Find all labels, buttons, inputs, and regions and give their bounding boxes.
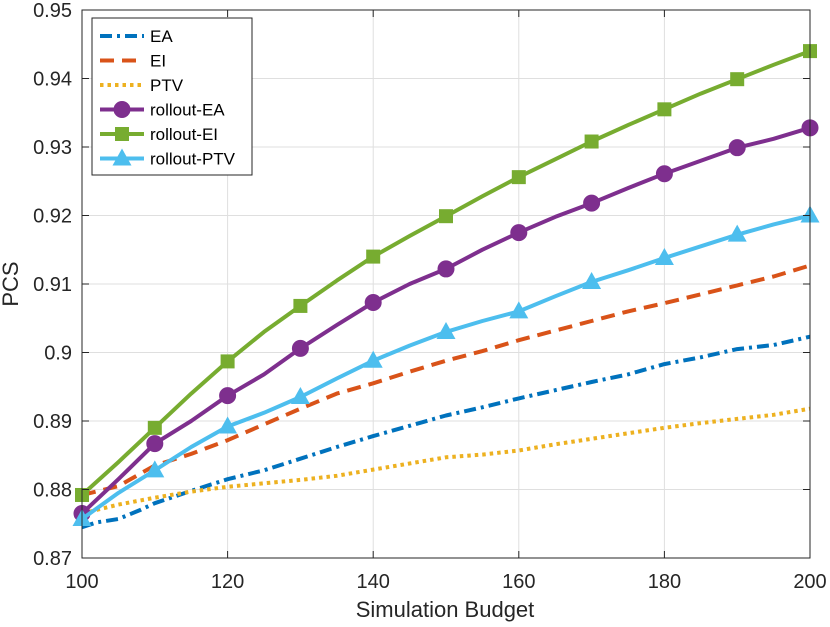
legend-entry-rollout-EA: rollout-EA — [100, 101, 225, 120]
x-tick-label: 120 — [211, 571, 244, 593]
y-tick-label: 0.88 — [33, 480, 72, 502]
series-EI — [81, 263, 811, 497]
y-tick-label: 0.93 — [33, 137, 72, 159]
marker-rollout-PTV — [727, 224, 747, 242]
legend-label: EA — [150, 27, 173, 46]
legend-entry-EI: EI — [100, 52, 166, 71]
legend-entry-PTV: PTV — [100, 76, 184, 95]
marker-rollout-EI — [511, 170, 526, 185]
legend-marker — [112, 148, 132, 166]
y-tick-label: 0.9 — [44, 343, 72, 365]
series-EA — [81, 334, 811, 530]
series-line-EI — [81, 263, 811, 497]
legend-label: EI — [150, 52, 166, 71]
y-axis-label: PCS — [0, 261, 23, 306]
y-tick-label: 0.92 — [33, 206, 72, 228]
legend-marker — [113, 101, 131, 118]
marker-rollout-PTV — [363, 350, 383, 368]
legend-entry-EA: EA — [100, 27, 173, 46]
legend-entry-rollout-EI: rollout-EI — [100, 125, 218, 144]
marker-rollout-PTV — [290, 387, 310, 405]
legend-entry-rollout-PTV: rollout-PTV — [100, 148, 236, 169]
x-tick-label: 180 — [648, 571, 681, 593]
marker-rollout-EA — [291, 339, 309, 357]
series-PTV — [81, 406, 811, 516]
tick-labels: 100 120 140 160 180 200 0.87 0.88 0.89 0.9 0.91 0.9… — [33, 0, 827, 593]
marker-rollout-EA — [364, 293, 382, 311]
marker-rollout-PTV — [509, 301, 529, 319]
marker-rollout-EA — [583, 194, 601, 212]
marker-rollout-PTV — [145, 460, 165, 478]
legend-label: rollout-PTV — [150, 150, 236, 169]
legend-marker — [115, 127, 129, 141]
series-line-PTV — [81, 406, 811, 516]
marker-rollout-EA — [219, 387, 237, 405]
legend: EA EI PTV rollout-EA rollout-EI rollout-PTV — [91, 17, 253, 176]
y-tick-label: 0.89 — [33, 411, 72, 433]
marker-rollout-EA — [146, 435, 164, 453]
y-tick-label: 0.95 — [33, 0, 72, 22]
axes-frame — [81, 9, 811, 559]
legend-label: rollout-EA — [150, 101, 225, 120]
legend-box — [91, 17, 253, 176]
y-tick-label: 0.91 — [33, 274, 72, 296]
x-axis-label: Simulation Budget — [356, 597, 535, 622]
series-line-EA — [81, 334, 811, 530]
series-rollout-PTV — [72, 205, 820, 526]
x-tick-label: 100 — [65, 571, 98, 593]
x-tick-label: 160 — [502, 571, 535, 593]
marker-rollout-EI — [293, 298, 308, 313]
marker-rollout-EI — [584, 134, 599, 149]
marker-rollout-EI — [439, 209, 453, 224]
marker-rollout-EI — [730, 72, 745, 87]
marker-rollout-PTV — [218, 416, 238, 434]
y-tick-label: 0.87 — [33, 548, 72, 570]
series-rollout-EA — [73, 119, 819, 522]
marker-rollout-EA — [655, 165, 673, 183]
marker-rollout-EA — [510, 224, 528, 242]
marker-rollout-EI — [366, 249, 381, 264]
marker-rollout-EA — [437, 260, 455, 278]
marker-rollout-EI — [220, 354, 235, 369]
marker-rollout-PTV — [436, 321, 456, 339]
series-layer — [72, 44, 820, 530]
x-tick-label: 200 — [793, 571, 826, 593]
marker-rollout-EI — [657, 102, 672, 117]
legend-label: rollout-EI — [150, 125, 218, 144]
y-tick-label: 0.94 — [33, 69, 72, 91]
marker-rollout-EA — [728, 139, 746, 157]
legend-label: PTV — [150, 76, 184, 95]
x-tick-label: 140 — [357, 571, 390, 593]
marker-rollout-PTV — [582, 271, 602, 289]
marker-rollout-PTV — [654, 247, 674, 265]
marker-rollout-EI — [147, 420, 162, 435]
